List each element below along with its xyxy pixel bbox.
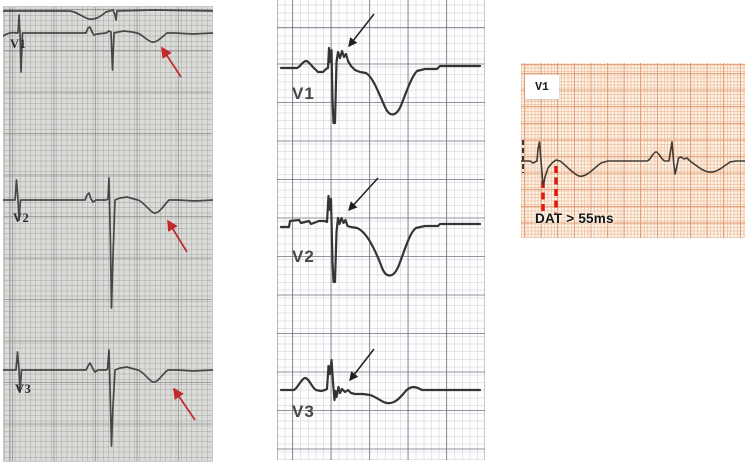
lead-label-v3-epsilon: V3	[292, 402, 315, 421]
lead-label-v3-scan: V3	[15, 382, 32, 396]
lead-label-v2-scan: V2	[13, 211, 30, 225]
black-arrow-icon-v3-epsilon	[349, 348, 375, 382]
panel-ecg-grayscale-scan: V1 V2 V3	[3, 6, 213, 462]
ecg-trace-v2-epsilon	[279, 194, 482, 284]
red-arrow-icon-v3-t-wave	[173, 387, 196, 421]
black-arrow-icon-v1-epsilon	[348, 13, 375, 48]
lead-label-v2-epsilon: V2	[292, 247, 315, 266]
ecg-trace-v2-scan	[3, 177, 213, 309]
dat-ecg-svg	[521, 140, 745, 215]
ecg-trace-v1-dat	[521, 141, 745, 186]
red-arrow-icon-v2-t-wave	[167, 219, 188, 253]
ecg-trace-v1-epsilon	[279, 46, 482, 125]
grayscale-ecg-svg	[3, 9, 213, 447]
ecg-trace-partial-top-row	[3, 9, 213, 21]
ecg-trace-v3-scan	[3, 349, 213, 447]
ecg-trace-v1-scan	[3, 14, 213, 73]
lead-label-box: V1	[525, 75, 559, 99]
lead-label-v1-epsilon: V1	[292, 84, 315, 103]
ecg-trace-v3-epsilon	[279, 358, 482, 405]
lead-label-v1-scan: V1	[10, 37, 27, 51]
lead-label-v1-dat: V1	[535, 80, 549, 94]
dat-annotation-text: DAT > 55ms	[535, 211, 614, 226]
panel-ecg-v1-dat: V1 DAT > 55ms	[521, 63, 745, 238]
panel-ecg-epsilon-waves: V1 V2 V3	[277, 0, 485, 460]
black-arrow-icon-v2-epsilon	[348, 177, 379, 212]
red-arrow-icon-v1-t-wave	[161, 46, 182, 78]
epsilon-ecg-svg	[279, 13, 482, 405]
